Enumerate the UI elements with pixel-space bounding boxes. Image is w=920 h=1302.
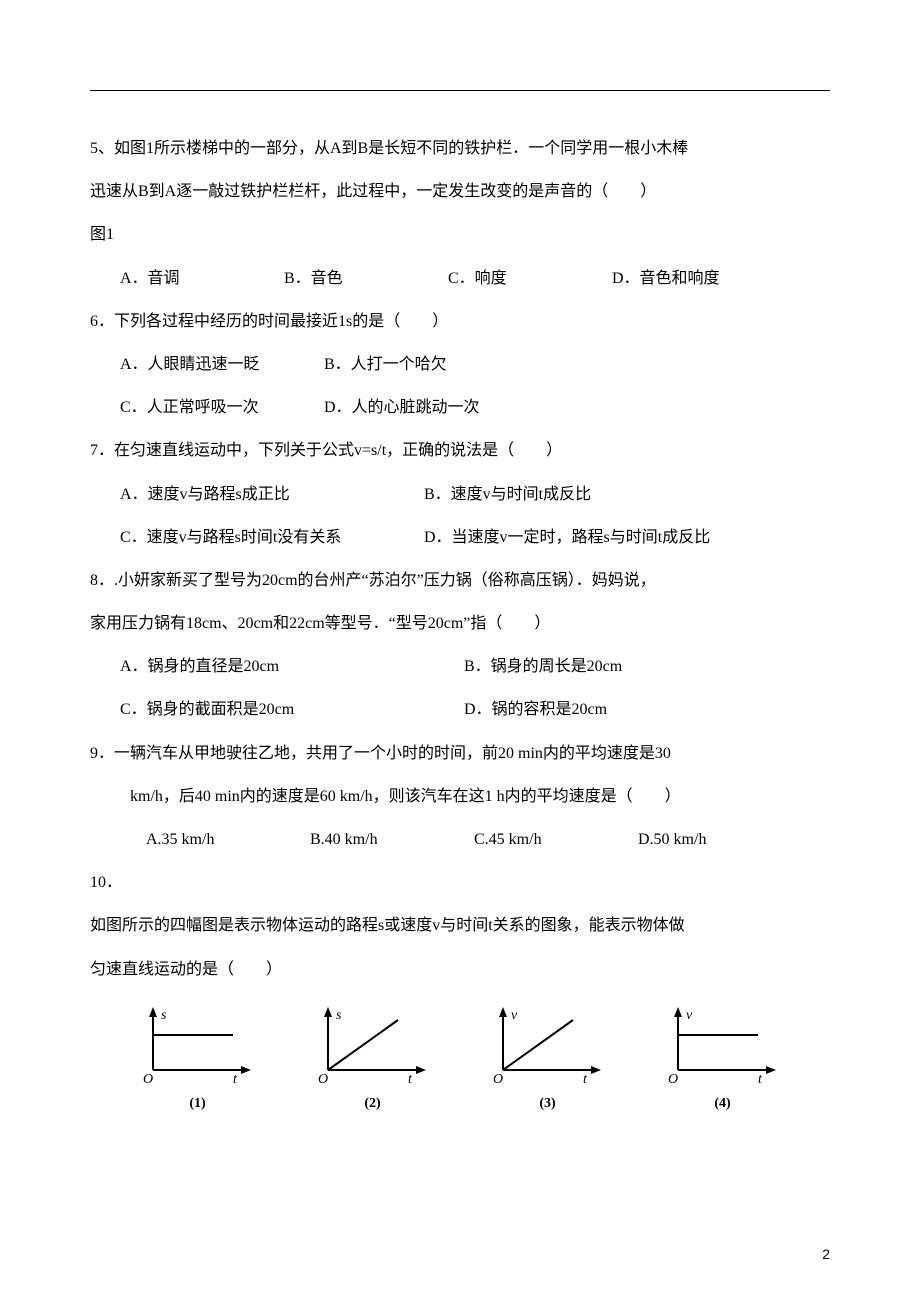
chart-3-svg: v O t	[483, 1005, 613, 1085]
chart-4-xlabel: t	[758, 1072, 763, 1085]
question-7: 7．在匀速直线运动中，下列关于公式v=s/t，正确的说法是（ ） A．速度v与路…	[90, 433, 830, 555]
q5-line2: 迅速从B到A逐一敲过铁护栏栏杆，此过程中，一定发生改变的是声音的（ ）	[90, 174, 830, 209]
q8-line2: 家用压力锅有18cm、20cm和22cm等型号．“型号20cm”指（ ）	[90, 606, 830, 641]
q6-option-d: D．人的心脏跳动一次	[324, 390, 480, 425]
chart-1-svg: s O t	[133, 1005, 263, 1085]
svg-text:O: O	[143, 1072, 153, 1085]
chart-3-xlabel: t	[583, 1072, 588, 1085]
chart-2-label: (2)	[298, 1089, 448, 1120]
q8-option-b: B．锅身的周长是20cm	[464, 649, 622, 684]
svg-text:O: O	[318, 1072, 328, 1085]
chart-1: s O t (1)	[123, 1005, 273, 1120]
chart-3-ylabel: v	[511, 1008, 518, 1023]
q10-line1: 如图所示的四幅图是表示物体运动的路程s或速度v与时间t关系的图象，能表示物体做	[90, 908, 830, 943]
q10-num: 10．	[90, 865, 830, 900]
q10-line2: 匀速直线运动的是（ ）	[90, 952, 830, 987]
q9-option-d: D.50 km/h	[638, 822, 706, 857]
q7-option-b: B．速度v与时间t成反比	[424, 477, 591, 512]
top-rule	[90, 90, 830, 91]
page-number: 2	[822, 1246, 830, 1262]
q6-option-c: C．人正常呼吸一次	[120, 390, 320, 425]
chart-2-svg: s O t	[308, 1005, 438, 1085]
question-10: 10． 如图所示的四幅图是表示物体运动的路程s或速度v与时间t关系的图象，能表示…	[90, 865, 830, 1119]
chart-2-ylabel: s	[336, 1008, 342, 1023]
chart-3: v O t (3)	[473, 1005, 623, 1120]
q5-option-b: B．音色	[284, 261, 444, 296]
q8-option-d: D．锅的容积是20cm	[464, 692, 607, 727]
q8-option-c: C．锅身的截面积是20cm	[120, 692, 460, 727]
q7-option-d: D．当速度v一定时，路程s与时间t成反比	[424, 520, 710, 555]
chart-4-svg: v O t	[658, 1005, 788, 1085]
q5-line1: 5、如图1所示楼梯中的一部分，从A到B是长短不同的铁护栏．一个同学用一根小木棒	[90, 131, 830, 166]
chart-4: v O t (4)	[648, 1005, 798, 1120]
q5-option-d: D．音色和响度	[612, 261, 720, 296]
question-9: 9．一辆汽车从甲地驶往乙地，共用了一个小时的时间，前20 min内的平均速度是3…	[90, 736, 830, 858]
q6-stem: 6．下列各过程中经历的时间最接近1s的是（ ）	[90, 304, 830, 339]
chart-1-xlabel: t	[233, 1072, 238, 1085]
q7-stem: 7．在匀速直线运动中，下列关于公式v=s/t，正确的说法是（ ）	[90, 433, 830, 468]
q5-option-a: A．音调	[120, 261, 280, 296]
chart-4-label: (4)	[648, 1089, 798, 1120]
question-8: 8．.小妍家新买了型号为20cm的台州产“苏泊尔”压力锅（俗称高压锅）．妈妈说，…	[90, 563, 830, 728]
svg-text:O: O	[668, 1072, 678, 1085]
svg-text:O: O	[493, 1072, 503, 1085]
q7-option-a: A．速度v与路程s成正比	[120, 477, 420, 512]
q9-option-a: A.35 km/h	[146, 822, 306, 857]
question-6: 6．下列各过程中经历的时间最接近1s的是（ ） A．人眼睛迅速一眨 B．人打一个…	[90, 304, 830, 426]
q9-line2: km/h，后40 min内的速度是60 km/h，则该汽车在这1 h内的平均速度…	[90, 779, 830, 814]
q9-option-b: B.40 km/h	[310, 822, 470, 857]
chart-4-ylabel: v	[686, 1008, 693, 1023]
q10-charts: s O t (1) s O t (2)	[90, 995, 830, 1120]
q5-option-c: C．响度	[448, 261, 608, 296]
q9-option-c: C.45 km/h	[474, 822, 634, 857]
q6-option-a: A．人眼睛迅速一眨	[120, 347, 320, 382]
chart-3-label: (3)	[473, 1089, 623, 1120]
q8-option-a: A．锅身的直径是20cm	[120, 649, 460, 684]
q7-option-c: C．速度v与路程s时间t没有关系	[120, 520, 420, 555]
chart-1-label: (1)	[123, 1089, 273, 1120]
chart-1-ylabel: s	[161, 1008, 167, 1023]
question-5: 5、如图1所示楼梯中的一部分，从A到B是长短不同的铁护栏．一个同学用一根小木棒 …	[90, 131, 830, 296]
q9-line1: 9．一辆汽车从甲地驶往乙地，共用了一个小时的时间，前20 min内的平均速度是3…	[90, 736, 830, 771]
q8-line1: 8．.小妍家新买了型号为20cm的台州产“苏泊尔”压力锅（俗称高压锅）．妈妈说，	[90, 563, 830, 598]
chart-2-xlabel: t	[408, 1072, 413, 1085]
q5-figure-ref: 图1	[90, 217, 830, 252]
chart-2: s O t (2)	[298, 1005, 448, 1120]
q6-option-b: B．人打一个哈欠	[324, 347, 447, 382]
